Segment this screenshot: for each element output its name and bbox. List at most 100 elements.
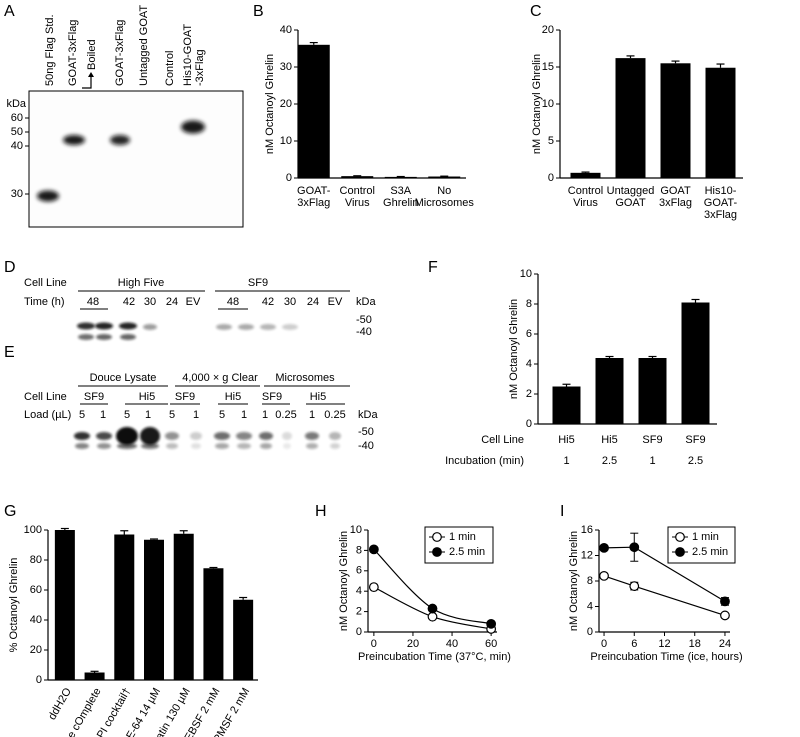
blot-band xyxy=(216,324,232,330)
legend-marker xyxy=(432,547,442,557)
row-label: Load (µL) xyxy=(24,409,71,421)
blot-band xyxy=(237,443,251,449)
text-line: 3xFlag xyxy=(659,197,692,209)
data-point xyxy=(599,571,609,581)
blot-band xyxy=(283,443,291,449)
bar xyxy=(297,44,330,178)
y-tick-label: 20 xyxy=(280,98,292,110)
bar xyxy=(203,568,224,680)
y-tick-label: 8 xyxy=(587,575,593,587)
bar xyxy=(173,533,194,680)
marker-label: 40 xyxy=(11,140,23,152)
blot-band xyxy=(236,432,252,440)
marker-label: 60 xyxy=(11,112,23,124)
y-tick-label: 4 xyxy=(356,585,362,597)
y-tick-label: 2 xyxy=(356,606,362,618)
marker-label: -50 xyxy=(356,314,372,326)
text-line: Ghrelin xyxy=(383,197,418,209)
lane-label: EV xyxy=(328,296,343,308)
data-point xyxy=(720,596,730,607)
y-tick-label: 20 xyxy=(542,24,554,36)
data-point xyxy=(368,582,379,593)
y-tick-label: 40 xyxy=(280,24,292,36)
x-tick-label: S3A Ghrelin xyxy=(383,185,418,209)
x-tick-label: No Microsomes xyxy=(415,185,475,209)
x-tick-label: 0 xyxy=(371,638,377,650)
blot-band xyxy=(215,443,229,449)
blot-band xyxy=(141,443,159,449)
group-label: Microsomes xyxy=(275,372,335,384)
x-tick-label: 60 xyxy=(485,638,497,650)
bar xyxy=(428,176,461,178)
legend-marker xyxy=(432,532,442,542)
text-line: 3xFlag xyxy=(297,197,330,209)
load-label: 0.25 xyxy=(324,409,345,421)
x-tick-label: 0 xyxy=(601,638,607,650)
lane-label: 42 xyxy=(123,296,135,308)
blot-band xyxy=(37,190,59,202)
text-line: His10-GOAT xyxy=(182,24,194,86)
marker-label: 30 xyxy=(11,188,23,200)
x-axis-label: Preincubation Time (37°C, min) xyxy=(358,651,511,663)
text-line: His10- xyxy=(705,185,737,197)
panel-letter: G xyxy=(4,503,16,520)
panel-letter: C xyxy=(530,3,542,20)
x-tick-label: 18 xyxy=(689,638,701,650)
y-tick-label: 8 xyxy=(526,298,532,310)
y-tick-label: 10 xyxy=(542,98,554,110)
table-cell: Hi5 xyxy=(558,434,575,446)
lane-label: 48 xyxy=(227,296,239,308)
y-tick-label: 0 xyxy=(286,172,292,184)
bar xyxy=(84,672,105,680)
blot-band xyxy=(305,432,319,440)
row-label: Time (h) xyxy=(24,296,65,308)
y-tick-label: 5 xyxy=(548,135,554,147)
lane-label: EV xyxy=(186,296,201,308)
x-axis-label: Preincubation Time (ice, hours) xyxy=(590,651,742,663)
table-cell: SF9 xyxy=(685,434,705,446)
blot-band xyxy=(260,443,272,449)
data-point xyxy=(486,618,497,629)
panel-letter: A xyxy=(4,3,15,20)
group-label: High Five xyxy=(118,277,164,289)
blot-band xyxy=(329,432,341,440)
x-tick-label: 12 xyxy=(658,638,670,650)
y-tick-label: 6 xyxy=(356,565,362,577)
group-label: Douce Lysate xyxy=(90,372,157,384)
bar xyxy=(570,172,601,178)
panel-letter: B xyxy=(253,3,264,20)
y-tick-label: 12 xyxy=(581,549,593,561)
cell-line-label: Hi5 xyxy=(139,391,156,403)
y-tick-label: 80 xyxy=(30,554,42,566)
load-label: 1 xyxy=(145,409,151,421)
lane-label: 30 xyxy=(144,296,156,308)
y-tick-label: 0 xyxy=(526,418,532,430)
table-cell: 2.5 xyxy=(602,455,617,467)
y-tick-label: 16 xyxy=(581,524,593,536)
marker-unit: kDa xyxy=(358,409,378,421)
blot-band xyxy=(214,432,230,440)
load-label: 1 xyxy=(241,409,247,421)
y-axis-label: nM Octanoyl Ghrelin xyxy=(338,531,350,631)
marker-unit: kDa xyxy=(6,98,26,110)
lane-label: Untagged GOAT xyxy=(138,5,150,86)
y-tick-label: 4 xyxy=(587,600,593,612)
table-cell: 1 xyxy=(563,455,569,467)
x-tick-label: Untagged GOAT xyxy=(607,185,655,209)
row-label: Cell Line xyxy=(24,391,67,403)
blot-band xyxy=(181,120,205,134)
cell-line-label: SF9 xyxy=(84,391,104,403)
blot-band xyxy=(63,135,85,145)
group-label: 4,000 × g Clear xyxy=(182,372,258,384)
load-label: 1 xyxy=(309,409,315,421)
load-label: 1 xyxy=(193,409,199,421)
y-axis-label: % Octanoyl Ghrelin xyxy=(8,558,20,653)
y-tick-label: 10 xyxy=(280,135,292,147)
y-tick-label: 30 xyxy=(280,61,292,73)
text-line: S3A xyxy=(390,185,411,197)
bar xyxy=(233,599,254,680)
lane-label: 42 xyxy=(262,296,274,308)
data-point xyxy=(599,542,609,553)
